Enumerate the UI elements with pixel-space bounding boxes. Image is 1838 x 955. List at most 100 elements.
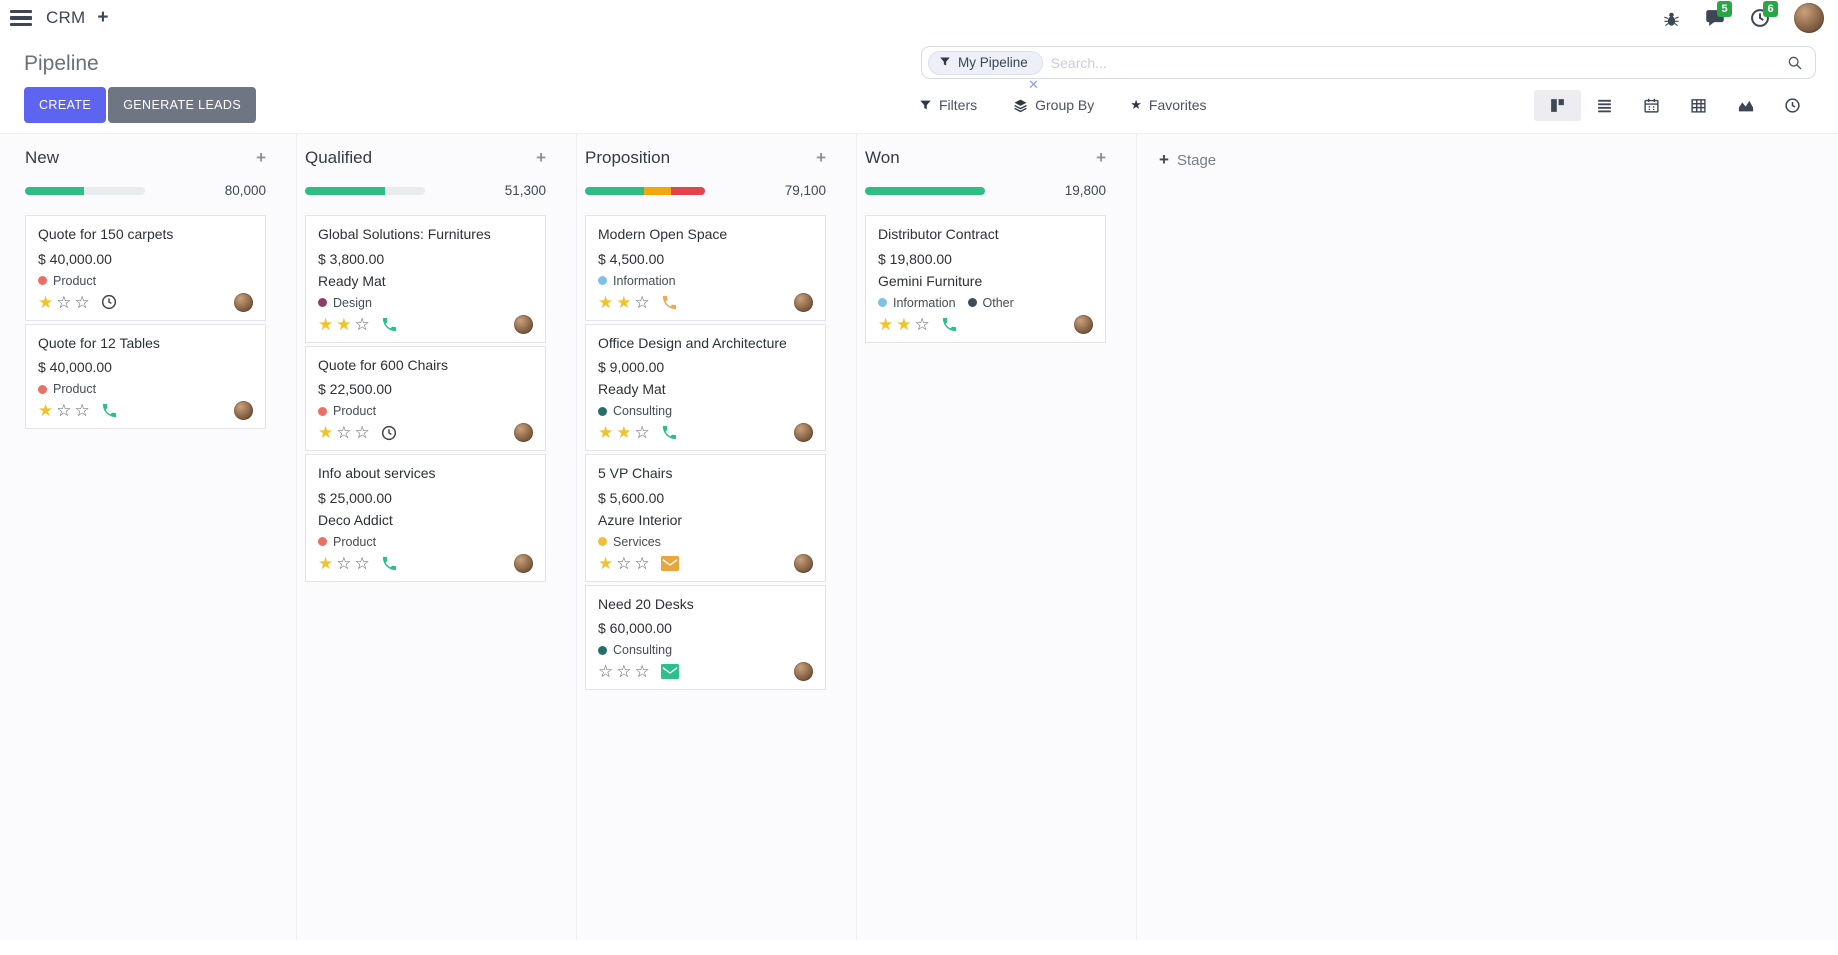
filters-button[interactable]: Filters <box>919 97 977 113</box>
card-avatar[interactable] <box>794 553 813 573</box>
group-by-button[interactable]: Group By <box>1013 97 1094 113</box>
column-progress-bar[interactable] <box>865 186 985 195</box>
card-avatar[interactable] <box>794 423 813 442</box>
tag-color-dot <box>318 298 327 307</box>
card-avatar[interactable] <box>234 292 253 312</box>
star-icon[interactable]: ☆ <box>56 401 72 420</box>
star-icon[interactable]: ★ <box>38 292 54 312</box>
kanban-card[interactable]: Quote for 600 Chairs $ 22,500.00 Product ★ ☆… <box>305 345 546 451</box>
phone-icon[interactable] <box>101 402 118 419</box>
kanban-card[interactable]: Office Design and Architecture $ 9,000.00… <box>585 323 826 451</box>
card-tags: Consulting <box>598 404 813 418</box>
view-pivot-icon[interactable] <box>1675 90 1722 121</box>
column-progress-bar[interactable] <box>25 186 145 195</box>
card-avatar[interactable] <box>514 423 533 442</box>
phone-icon[interactable] <box>381 316 398 333</box>
user-avatar[interactable] <box>1794 3 1824 33</box>
star-icon[interactable]: ☆ <box>74 292 90 312</box>
star-icon[interactable]: ☆ <box>56 292 72 312</box>
hamburger-menu-icon[interactable] <box>10 10 32 26</box>
view-kanban-icon[interactable] <box>1534 89 1581 121</box>
star-icon[interactable]: ☆ <box>634 292 650 312</box>
column-quick-add-icon[interactable]: + <box>536 148 546 167</box>
star-icon[interactable]: ☆ <box>336 423 352 442</box>
star-icon[interactable]: ☆ <box>354 423 370 442</box>
search-facet-my-pipeline[interactable]: My Pipeline <box>928 50 1043 75</box>
star-icon[interactable]: ☆ <box>914 314 930 334</box>
card-avatar[interactable] <box>794 292 813 312</box>
kanban-card[interactable]: 5 VP Chairs $ 5,600.00 Azure Interior Servi… <box>585 454 826 582</box>
column-progress-bar[interactable] <box>305 186 425 195</box>
card-avatar[interactable] <box>794 662 813 681</box>
star-icon[interactable]: ☆ <box>354 314 370 334</box>
star-icon[interactable]: ★ <box>38 401 54 420</box>
generate-leads-button[interactable]: GENERATE LEADS <box>108 87 257 123</box>
star-icon[interactable]: ★ <box>318 314 334 334</box>
card-avatar[interactable] <box>514 553 533 573</box>
column-quick-add-icon[interactable]: + <box>1096 148 1106 167</box>
column-quick-add-icon[interactable]: + <box>256 148 266 167</box>
bug-icon[interactable] <box>1663 10 1680 27</box>
star-icon[interactable]: ★ <box>336 314 352 334</box>
star-icon[interactable]: ★ <box>616 423 632 442</box>
search-bar[interactable]: My Pipeline ✕ <box>921 46 1816 91</box>
view-calendar-icon[interactable] <box>1628 90 1675 121</box>
kanban-card[interactable]: Distributor Contract $ 19,800.00 Gemini Fu… <box>865 215 1106 343</box>
kanban-card[interactable]: Quote for 150 carpets $ 40,000.00 Product ★… <box>25 215 266 321</box>
star-icon[interactable]: ☆ <box>336 553 352 573</box>
view-activity-icon[interactable] <box>1769 90 1816 121</box>
view-graph-icon[interactable] <box>1722 90 1769 121</box>
clock-icon[interactable] <box>101 294 117 310</box>
card-avatar[interactable] <box>1074 314 1093 334</box>
app-name[interactable]: CRM <box>46 8 86 27</box>
star-icon[interactable]: ★ <box>598 292 614 312</box>
search-input[interactable] <box>1050 54 1787 71</box>
column-title[interactable]: Qualified <box>305 148 373 167</box>
star-icon[interactable]: ★ <box>598 553 614 573</box>
kanban-card[interactable]: Quote for 12 Tables $ 40,000.00 Product ★ ☆ ☆ <box>25 323 266 429</box>
tag-color-dot <box>318 406 327 416</box>
add-stage-button[interactable]: + Stage <box>1159 150 1216 170</box>
envelope-icon[interactable] <box>660 664 679 679</box>
kanban-card[interactable]: Need 20 Desks $ 60,000.00 Consulting ☆ ☆ ☆ <box>585 584 826 690</box>
star-icon[interactable]: ☆ <box>616 662 632 681</box>
star-icon[interactable]: ☆ <box>616 553 632 573</box>
clock-icon[interactable] <box>381 425 397 441</box>
star-icon[interactable]: ☆ <box>634 423 650 442</box>
column-title[interactable]: New <box>25 148 60 167</box>
star-icon[interactable]: ★ <box>878 314 894 334</box>
activities-icon[interactable]: 6 <box>1750 1 1779 28</box>
star-icon[interactable]: ☆ <box>634 553 650 573</box>
star-icon[interactable]: ★ <box>616 292 632 312</box>
kanban-card[interactable]: Info about services $ 25,000.00 Deco Addic… <box>305 454 546 582</box>
search-icon[interactable] <box>1787 55 1803 71</box>
remove-facet-icon[interactable]: ✕ <box>1028 77 1039 92</box>
star-icon[interactable]: ★ <box>318 423 334 442</box>
column-title[interactable]: Proposition <box>585 148 671 167</box>
star-icon[interactable]: ☆ <box>354 553 370 573</box>
phone-icon[interactable] <box>381 555 398 572</box>
star-icon[interactable]: ★ <box>896 314 912 334</box>
add-tab-icon[interactable]: + <box>97 7 109 28</box>
kanban-card[interactable]: Modern Open Space $ 4,500.00 Information ★ ★… <box>585 215 826 321</box>
column-quick-add-icon[interactable]: + <box>816 148 826 167</box>
favorites-button[interactable]: ★ Favorites <box>1130 97 1206 113</box>
create-button[interactable]: CREATE <box>24 87 107 123</box>
envelope-icon[interactable] <box>660 555 679 571</box>
page-title: Pipeline <box>24 52 99 75</box>
star-icon[interactable]: ★ <box>598 423 614 442</box>
star-icon[interactable]: ☆ <box>634 662 650 681</box>
star-icon[interactable]: ☆ <box>74 401 90 420</box>
star-icon[interactable]: ☆ <box>598 662 614 681</box>
messages-icon[interactable]: 5 <box>1704 1 1733 28</box>
phone-icon[interactable] <box>941 316 958 333</box>
kanban-card[interactable]: Global Solutions: Furnitures $ 3,800.00 Re… <box>305 215 546 343</box>
view-list-icon[interactable] <box>1581 90 1628 121</box>
column-progress-bar[interactable] <box>585 186 705 195</box>
card-avatar[interactable] <box>234 401 253 420</box>
card-avatar[interactable] <box>514 314 533 334</box>
phone-icon[interactable] <box>661 424 678 441</box>
phone-icon[interactable] <box>661 294 678 311</box>
column-title[interactable]: Won <box>865 148 900 167</box>
star-icon[interactable]: ★ <box>318 553 334 573</box>
